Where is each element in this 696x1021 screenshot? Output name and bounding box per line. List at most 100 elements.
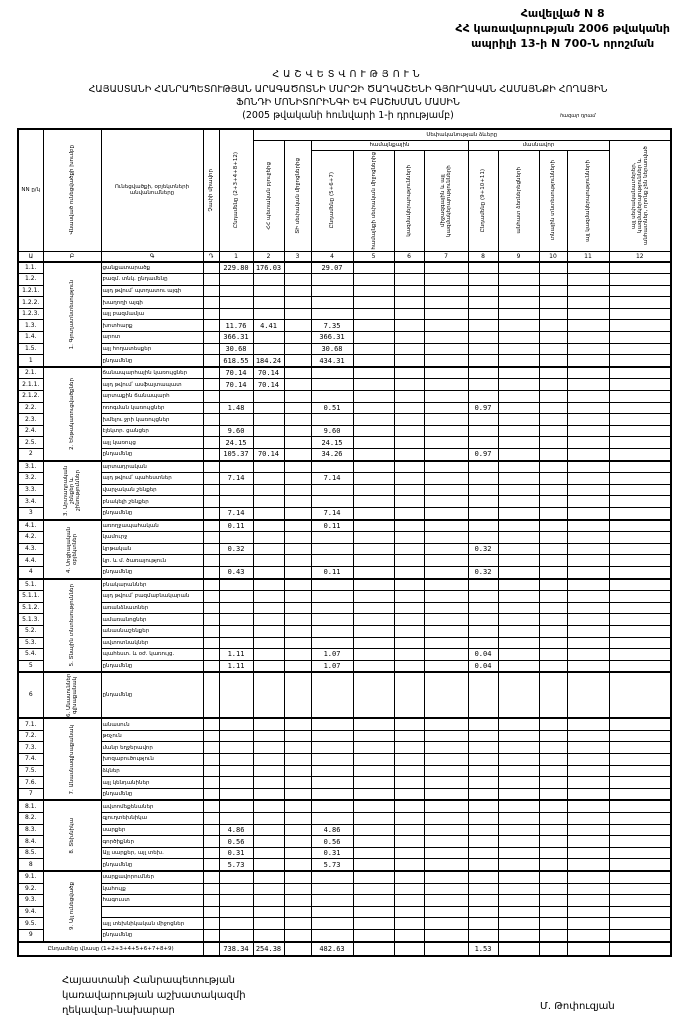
value-cell <box>467 928 499 943</box>
value-cell <box>423 260 469 275</box>
value-cell <box>497 799 540 814</box>
row-number: 9.3. <box>17 894 44 907</box>
group-label-text: 7. Անասնագլխաքանակ <box>69 724 75 795</box>
value-cell: 7.14 <box>310 506 354 521</box>
value-cell <box>393 835 425 848</box>
value-cell <box>538 378 568 392</box>
value-cell <box>252 565 285 580</box>
value-cell <box>283 436 312 449</box>
header-ownership: Սեփականության ձևերը <box>252 128 672 141</box>
value-cell <box>566 401 610 415</box>
value-cell <box>538 894 568 907</box>
value-cell <box>352 307 395 321</box>
subtotal-row: 5 ընդամենը 1.11 1.07 0.04 <box>17 659 672 674</box>
unit-cell <box>202 601 220 615</box>
value-cell <box>608 905 672 919</box>
value-cell <box>252 799 285 814</box>
row-number: 9.1. <box>17 870 44 884</box>
value-cell <box>497 401 540 415</box>
value-cell <box>283 542 312 556</box>
value-cell <box>608 928 672 943</box>
value-cell <box>538 928 568 943</box>
item-name: սարքեր <box>100 823 204 837</box>
unit-cell <box>202 354 220 368</box>
value-cell <box>608 413 672 426</box>
value-cell <box>497 894 540 907</box>
item-name: ավտոտնակներ <box>100 636 204 650</box>
row-number: 7.6. <box>17 776 44 789</box>
value-cell <box>252 342 285 356</box>
item-name: խոտհարք <box>100 319 204 333</box>
value-cell <box>252 835 285 848</box>
value-cell <box>467 590 499 603</box>
value-cell <box>252 590 285 603</box>
value-cell <box>423 366 469 380</box>
value-cell <box>538 436 568 449</box>
item-name: ընդամենը <box>100 354 204 368</box>
table-row: 4.3. կրթական 0.32 0.32 <box>17 542 672 556</box>
value-cell <box>538 671 568 720</box>
unit-cell <box>202 729 220 743</box>
value-cell <box>538 424 568 438</box>
value-cell <box>218 928 254 943</box>
column-letter: Բ <box>42 250 102 263</box>
value-cell <box>538 858 568 873</box>
value-cell <box>608 342 672 356</box>
value-cell <box>393 601 425 615</box>
header-col-2: ՀՀ պետական բյուջեից <box>252 139 285 252</box>
value-cell <box>423 565 469 580</box>
value-cell: 0.11 <box>310 519 354 533</box>
value-cell <box>566 483 610 497</box>
table-row: 4.4. կր. և մ. ծառայություն <box>17 554 672 567</box>
value-cell <box>283 882 312 896</box>
row-number: 7.4. <box>17 753 44 766</box>
subtotal-row: 7 ընդամենը <box>17 787 672 802</box>
value-cell <box>538 753 568 766</box>
value-cell <box>393 531 425 544</box>
row-number: 1.1. <box>17 260 44 275</box>
value-cell <box>608 331 672 344</box>
value-cell <box>393 296 425 309</box>
table-row: 3.2. այդ թվում՝ պահեստներ 7.14 7.14 <box>17 472 672 485</box>
value-cell <box>283 648 312 661</box>
value-cell <box>497 307 540 321</box>
unit-cell <box>202 424 220 438</box>
value-cell: 24.15 <box>310 436 354 449</box>
value-cell <box>497 590 540 603</box>
table-row: 2.3. խմելու ջրի կառույցներ <box>17 413 672 426</box>
value-cell <box>252 472 285 485</box>
subtotal-row: 8 ընդամենը 5.73 5.73 <box>17 858 672 873</box>
header-col-7: միջազգային և այլ կազմակերպությունների <box>423 149 469 252</box>
value-cell <box>352 823 395 837</box>
header-col-10: տնային տնտեսությունների <box>538 149 568 252</box>
value-cell <box>423 764 469 778</box>
value-cell <box>352 401 395 415</box>
value-cell <box>352 624 395 638</box>
value-cell <box>283 905 312 919</box>
value-cell <box>310 590 354 603</box>
table-row: 5.2. անասնաշենքեր <box>17 624 672 638</box>
row-number: 9 <box>17 928 44 943</box>
value-cell <box>423 307 469 321</box>
unit-cell <box>202 928 220 943</box>
item-name: ավտոմեքենաներ <box>100 799 204 814</box>
value-cell <box>538 554 568 567</box>
value-cell <box>393 413 425 426</box>
value-cell <box>497 648 540 661</box>
value-cell <box>310 554 354 567</box>
row-number: 2.1.1. <box>17 378 44 392</box>
group-label-text: 9. Այլ ունեցվածք <box>69 882 75 931</box>
value-cell <box>467 905 499 919</box>
value-cell <box>393 717 425 731</box>
value-cell <box>352 472 395 485</box>
value-cell <box>393 506 425 521</box>
value-cell <box>538 296 568 309</box>
value-cell <box>393 590 425 603</box>
unit-cell <box>202 753 220 766</box>
value-cell <box>566 858 610 873</box>
value-cell <box>566 578 610 592</box>
value-cell <box>566 472 610 485</box>
unit-cell <box>202 613 220 626</box>
group-label: 9. Այլ ունեցվածք <box>42 870 102 943</box>
value-cell <box>283 753 312 766</box>
